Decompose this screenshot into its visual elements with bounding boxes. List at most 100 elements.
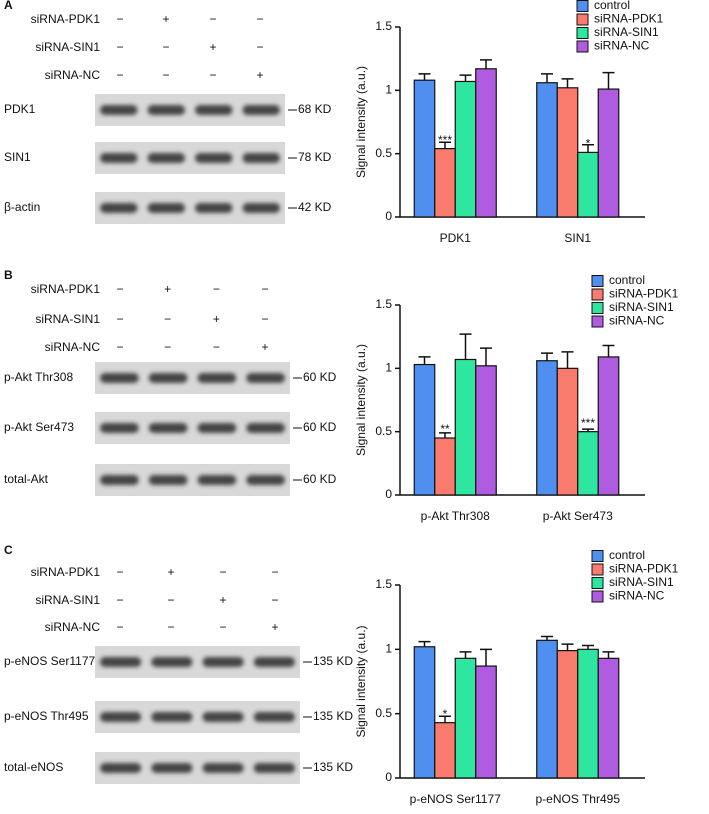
bar [454,80,477,218]
y-tick-label: 0 [385,770,392,784]
legend-label: control [609,273,645,287]
y-axis-label: Signal intensity (a.u.) [354,625,368,737]
blot-band [147,203,185,213]
error-bar [541,73,553,83]
blot-band [151,657,193,667]
error-bar [459,651,472,659]
blot-band [148,373,188,383]
blot-band [147,105,185,115]
significance: *** [438,133,452,147]
treatment-sign: − [116,593,123,607]
treatment-label: siRNA-PDK1 [31,282,101,296]
legend-label: siRNA-PDK1 [594,12,664,26]
x-tick-label: SIN1 [564,231,591,245]
treatment-sign: − [116,40,123,54]
error-bar [418,73,431,81]
y-axis-label: Signal intensity (a.u.) [354,344,368,456]
legend-swatch [576,13,589,26]
treatment-label: siRNA-SIN1 [35,312,100,326]
blot-band [242,105,280,115]
legend-swatch [591,302,604,314]
blot-band [253,763,295,773]
blot-band [246,373,285,383]
treatment-sign: − [164,340,171,354]
treatment-label: siRNA-NC [45,340,101,354]
treatment-sign: − [271,565,278,579]
treatment-sign: − [167,593,174,607]
blot-band [246,475,285,485]
y-tick-label: 1 [385,83,392,97]
legend-swatch [576,27,589,39]
y-tick-label: 0 [385,209,392,223]
legend-label: siRNA-NC [609,314,665,328]
blot-band [195,203,233,213]
blot-band [197,423,237,433]
legend-swatch [591,275,604,287]
treatment-sign: − [116,12,123,26]
significance: ** [440,422,450,436]
band-label: p-eNOS Ser1177 [4,654,95,668]
legend-swatch [591,288,604,301]
bar [597,657,620,779]
error-bar [561,351,574,369]
x-tick-label: p-eNOS Thr495 [536,792,621,806]
blot-band [246,423,285,433]
band-label: total-Akt [4,472,49,486]
bar [413,79,436,218]
blot-band [100,763,142,773]
bar [454,358,477,496]
legend-swatch [591,590,604,603]
band-label: p-eNOS Thr495 [4,709,89,723]
treatment-sign: − [261,312,268,326]
y-tick-label: 1.5 [375,297,392,311]
treatment-sign: − [209,68,216,82]
blot-band [100,373,139,383]
size-label: 135 KD [313,654,353,668]
treatment-sign: + [167,565,174,579]
error-bar [480,347,492,366]
bar [577,431,599,496]
legend-label: siRNA-PDK1 [609,287,679,301]
size-label: 42 KD [298,200,332,214]
treatment-sign: − [261,282,268,296]
blot-band [151,763,193,773]
blot-band [195,153,233,163]
y-tick-label: 1.5 [375,19,392,33]
legend-label: control [609,548,645,562]
band-label: p-Akt Thr308 [4,370,73,384]
error-bar [602,71,615,90]
blot-band [100,153,138,163]
blot-band [197,475,237,485]
blot-band [253,712,295,722]
band-label: total-eNOS [4,760,63,774]
legend-label: siRNA-NC [594,39,650,53]
treatment-sign: − [256,12,263,26]
blot-band [100,657,142,667]
legend-swatch [591,315,604,328]
legend-swatch [576,40,589,53]
significance: *** [581,416,595,430]
panel-label: B [4,268,13,282]
treatment-sign: − [116,340,123,354]
treatment-sign: − [162,40,169,54]
treatment-label: siRNA-SIN1 [35,593,100,607]
blot-band [195,105,233,115]
treatment-sign: − [116,68,123,82]
bar [434,437,456,496]
size-label: 60 KD [303,370,337,384]
bar [577,151,599,218]
treatment-sign: − [213,282,220,296]
blot-band [253,657,295,667]
blot-band [242,153,280,163]
error-bar [561,643,574,651]
size-label: 60 KD [303,420,337,434]
treatment-sign: − [116,565,123,579]
treatment-sign: − [116,312,123,326]
treatment-sign: + [162,12,169,26]
y-tick-label: 1.5 [375,577,392,591]
bar [413,646,436,779]
error-bar [418,356,431,365]
error-bar [582,428,594,432]
blot-band [100,712,142,722]
